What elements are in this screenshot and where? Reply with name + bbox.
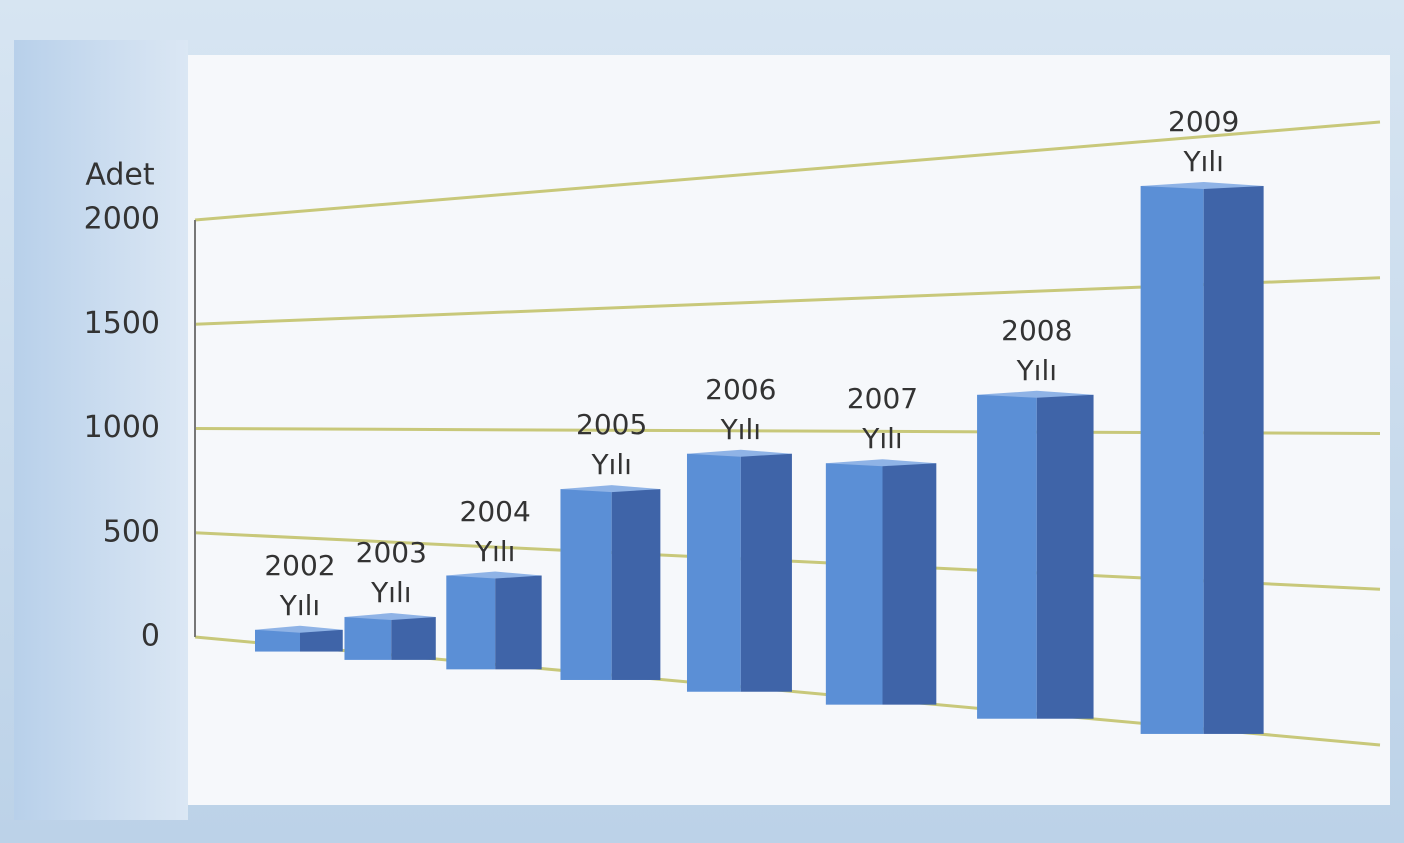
- bar: [344, 617, 392, 660]
- bar-top: [255, 625, 343, 633]
- category-label: 2002 Yılı: [264, 548, 336, 622]
- bar-top: [560, 485, 661, 493]
- bar: [825, 463, 883, 705]
- y-axis-label: Adet: [85, 158, 154, 193]
- y-tick-label: 2000: [84, 202, 160, 237]
- bar-top: [1140, 182, 1264, 190]
- category-label: 2005 Yılı: [576, 408, 648, 482]
- bar-side: [495, 575, 542, 670]
- bar-top: [825, 459, 937, 467]
- y-tick-label: 0: [141, 619, 160, 654]
- category-label: 2003 Yılı: [355, 536, 427, 610]
- category-label: 2007 Yılı: [846, 382, 919, 456]
- y-tick-label: 1000: [84, 410, 160, 445]
- bar: [560, 489, 612, 680]
- bar: [255, 629, 300, 652]
- bar-side: [300, 629, 343, 652]
- side-strip: [14, 40, 188, 820]
- y-tick-label: 500: [103, 514, 160, 549]
- bar-side: [1036, 394, 1094, 719]
- bar-side: [611, 489, 661, 680]
- category-label: 2006 Yılı: [705, 372, 777, 446]
- bar-top: [344, 613, 436, 621]
- bar-top: [686, 449, 792, 457]
- bar-side: [740, 453, 792, 692]
- bar-side: [882, 463, 937, 705]
- bar-side: [1203, 186, 1264, 734]
- bar: [1140, 186, 1204, 734]
- category-label: 2004 Yılı: [459, 494, 531, 568]
- bar-top: [446, 571, 542, 579]
- category-label: 2008 Yılı: [1001, 313, 1073, 387]
- grid-line: [194, 120, 1381, 222]
- bar-top: [977, 390, 1094, 398]
- bar: [977, 394, 1037, 719]
- bar: [446, 575, 496, 670]
- y-tick-label: 1500: [84, 306, 160, 341]
- bar-side: [391, 617, 436, 660]
- category-label: 2009 Yılı: [1168, 105, 1240, 178]
- bar: [686, 453, 741, 692]
